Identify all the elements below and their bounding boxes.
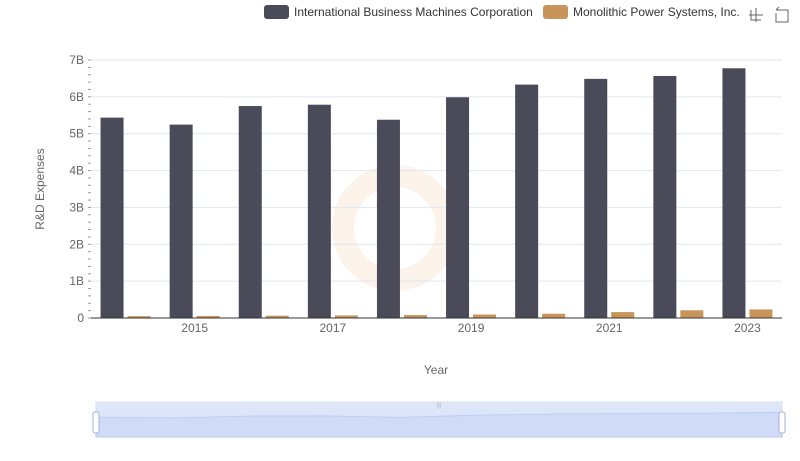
bar-mps-2022[interactable] — [680, 310, 704, 318]
bar-ibm-2014[interactable] — [100, 117, 124, 318]
bar-ibm-2018[interactable] — [376, 119, 400, 319]
bar-mps-2018[interactable] — [403, 315, 427, 318]
data-zoom-slider[interactable]: ||| — [92, 401, 786, 438]
y-tick-label: 7B — [69, 53, 84, 67]
bar-ibm-2023[interactable] — [722, 68, 746, 319]
bar-mps-2014[interactable] — [127, 316, 151, 318]
x-tick-label: 2019 — [458, 321, 485, 335]
bar-mps-2016[interactable] — [265, 315, 289, 318]
data-zoom-handle-right[interactable] — [778, 411, 786, 434]
x-tick-label: 2021 — [596, 321, 623, 335]
x-tick-label: 2023 — [734, 321, 761, 335]
y-tick-label: 2B — [69, 237, 84, 251]
bars — [100, 68, 773, 319]
legend[interactable]: International Business Machines Corporat… — [264, 5, 740, 19]
y-minor-ticks — [88, 59, 91, 319]
x-tick-label: 2017 — [319, 321, 346, 335]
legend-swatch-mps — [543, 5, 568, 19]
y-tick-label: 4B — [69, 164, 84, 178]
legend-label-mps: Monolithic Power Systems, Inc. — [573, 5, 740, 19]
bar-mps-2020[interactable] — [542, 313, 566, 318]
bar-ibm-2019[interactable] — [446, 97, 470, 318]
bar-ibm-2022[interactable] — [653, 75, 677, 319]
x-tick-label: 2015 — [181, 321, 208, 335]
data-zoom-grip-icon: ||| — [437, 403, 442, 409]
bar-mps-2023[interactable] — [749, 309, 773, 318]
y-tick-label: 5B — [69, 127, 84, 141]
bar-mps-2019[interactable] — [473, 314, 497, 318]
bar-mps-2021[interactable] — [611, 312, 635, 318]
y-tick-label: 0 — [77, 311, 84, 325]
data-zoom-top-bar[interactable] — [96, 402, 782, 408]
bar-ibm-2015[interactable] — [169, 124, 193, 319]
y-tick-label: 3B — [69, 200, 84, 214]
y-tick-label: 1B — [69, 274, 84, 288]
data-zoom-handle-left[interactable] — [92, 411, 100, 434]
legend-swatch-ibm — [264, 5, 289, 19]
y-tick-labels: 0 1B 2B 3B 4B 5B 6B 7B — [69, 53, 84, 325]
x-tick-labels: 2015 2017 2019 2021 2023 — [181, 321, 761, 335]
bar-ibm-2020[interactable] — [515, 84, 539, 319]
bar-ibm-2017[interactable] — [307, 104, 331, 318]
legend-item-mps[interactable]: Monolithic Power Systems, Inc. — [543, 5, 740, 19]
legend-item-ibm[interactable]: International Business Machines Corporat… — [264, 5, 533, 19]
bar-mps-2015[interactable] — [196, 315, 220, 318]
restore-icon[interactable] — [775, 6, 789, 23]
bar-ibm-2016[interactable] — [238, 106, 262, 318]
y-tick-label: 6B — [69, 90, 84, 104]
bar-mps-2017[interactable] — [334, 315, 358, 318]
zoom-icon[interactable] — [749, 8, 763, 22]
bar-ibm-2021[interactable] — [584, 78, 608, 319]
y-axis-title: R&D Expenses — [33, 148, 47, 229]
legend-label-ibm: International Business Machines Corporat… — [294, 5, 533, 19]
x-axis-title: Year — [424, 363, 448, 377]
